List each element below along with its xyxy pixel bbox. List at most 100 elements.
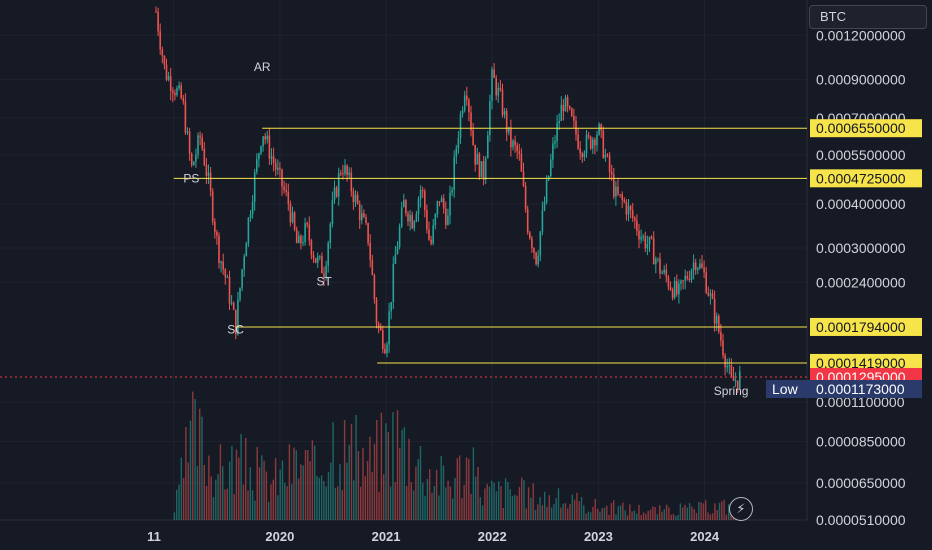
volume-bar <box>417 459 419 520</box>
volume-bar <box>454 477 456 520</box>
volume-bar <box>325 486 327 520</box>
candle-body <box>720 331 722 341</box>
candle-body <box>361 213 363 221</box>
candle-body <box>657 258 659 260</box>
candle-body <box>392 263 395 302</box>
candle-body <box>655 259 657 265</box>
volume-bar <box>318 477 320 520</box>
volume-bar <box>465 457 468 520</box>
candle-body <box>466 95 468 100</box>
candle-body <box>508 127 510 133</box>
volume-bar <box>560 507 562 520</box>
volume-bar <box>502 508 504 520</box>
volume-bar <box>691 506 693 520</box>
volume-bar <box>504 478 507 520</box>
volume-bar <box>438 495 440 520</box>
candle-body <box>671 289 674 298</box>
volume-bar <box>373 443 376 520</box>
candle-body <box>726 365 728 368</box>
candle-body <box>337 173 340 197</box>
candle-body <box>535 252 537 265</box>
candle-body <box>711 293 714 299</box>
candle-body <box>442 198 445 209</box>
candle-body <box>186 131 189 133</box>
candle-body <box>449 192 451 216</box>
volume-bar <box>210 476 212 520</box>
candle-body <box>413 221 416 229</box>
volume-bar <box>468 458 470 520</box>
volume-bar <box>704 500 707 520</box>
time-axis[interactable]: 11 2020 2021 2022 2023 2024 <box>147 529 720 544</box>
volume-bar <box>251 490 254 520</box>
volume-bar <box>645 513 647 520</box>
candle-body <box>445 208 447 225</box>
annotation-label: SC <box>227 322 244 336</box>
candle-body <box>650 236 653 239</box>
volume-bar <box>686 507 688 520</box>
candle-body <box>287 191 290 204</box>
volume-bar <box>730 514 732 520</box>
price-tick-label: 0.0000850000 <box>816 434 906 450</box>
candle-body <box>258 153 260 160</box>
candle-body <box>331 200 334 225</box>
candle-body <box>266 135 269 140</box>
candle-body <box>239 287 241 300</box>
volume-bar <box>622 502 624 520</box>
chart-grid <box>0 0 807 521</box>
candle-body <box>457 138 460 149</box>
volume-bar <box>442 465 445 520</box>
candle-body <box>617 186 619 195</box>
volume-bar <box>488 486 491 520</box>
volume-bar <box>458 455 461 520</box>
candle-body <box>724 355 726 368</box>
price-axis[interactable]: 0.00120000000.00090000000.00070000000.00… <box>816 27 906 528</box>
volume-bar <box>415 466 417 520</box>
volume-bar <box>562 503 564 520</box>
volume-bar <box>688 503 691 520</box>
candle-body <box>285 189 287 192</box>
volume-bar <box>382 474 385 520</box>
volume-bar <box>219 444 222 520</box>
volume-bar <box>226 488 228 520</box>
volume-bar <box>341 489 343 520</box>
low-tag-value: 0.0001173000 <box>816 381 905 397</box>
volume-bar <box>583 505 585 520</box>
volume-bar <box>629 504 631 520</box>
lightning-icon[interactable]: ⚡ <box>729 497 753 521</box>
candle-body <box>489 101 491 136</box>
candle-body <box>676 280 678 295</box>
annotation-label: PS <box>183 171 199 185</box>
candle-body <box>688 278 691 280</box>
candle-body <box>182 98 185 102</box>
candle-body <box>512 140 514 148</box>
candle-body <box>730 365 733 376</box>
volume-bar <box>709 514 711 520</box>
volume-bar <box>681 507 684 520</box>
volume-bar <box>205 485 208 520</box>
candle-body <box>241 269 243 288</box>
volume-bar <box>642 512 645 520</box>
candle-body <box>629 205 632 211</box>
volume-bar <box>401 429 403 520</box>
candle-body <box>377 323 380 328</box>
candle-body <box>604 154 607 158</box>
volume-bar <box>684 504 686 520</box>
symbol-label[interactable]: BTC <box>809 5 927 29</box>
candle-body <box>312 254 315 259</box>
candle-body <box>713 298 716 324</box>
level-price-tag-bg <box>810 119 922 138</box>
volume-bar <box>389 486 392 520</box>
candle-body <box>451 189 453 193</box>
candle-body <box>346 165 348 176</box>
volume-bar <box>617 506 619 520</box>
candle-body <box>434 214 437 226</box>
price-tick-label: 0.0009000000 <box>816 71 906 87</box>
candle-body <box>697 268 699 270</box>
candle-body <box>415 213 418 222</box>
price-tags: 0.0006550000 0.0004725000 0.0001794000 0.00… <box>766 119 922 398</box>
volume-bar <box>281 460 284 520</box>
candle-body <box>663 269 665 273</box>
candle-body <box>739 371 741 388</box>
candle-body <box>623 199 626 202</box>
